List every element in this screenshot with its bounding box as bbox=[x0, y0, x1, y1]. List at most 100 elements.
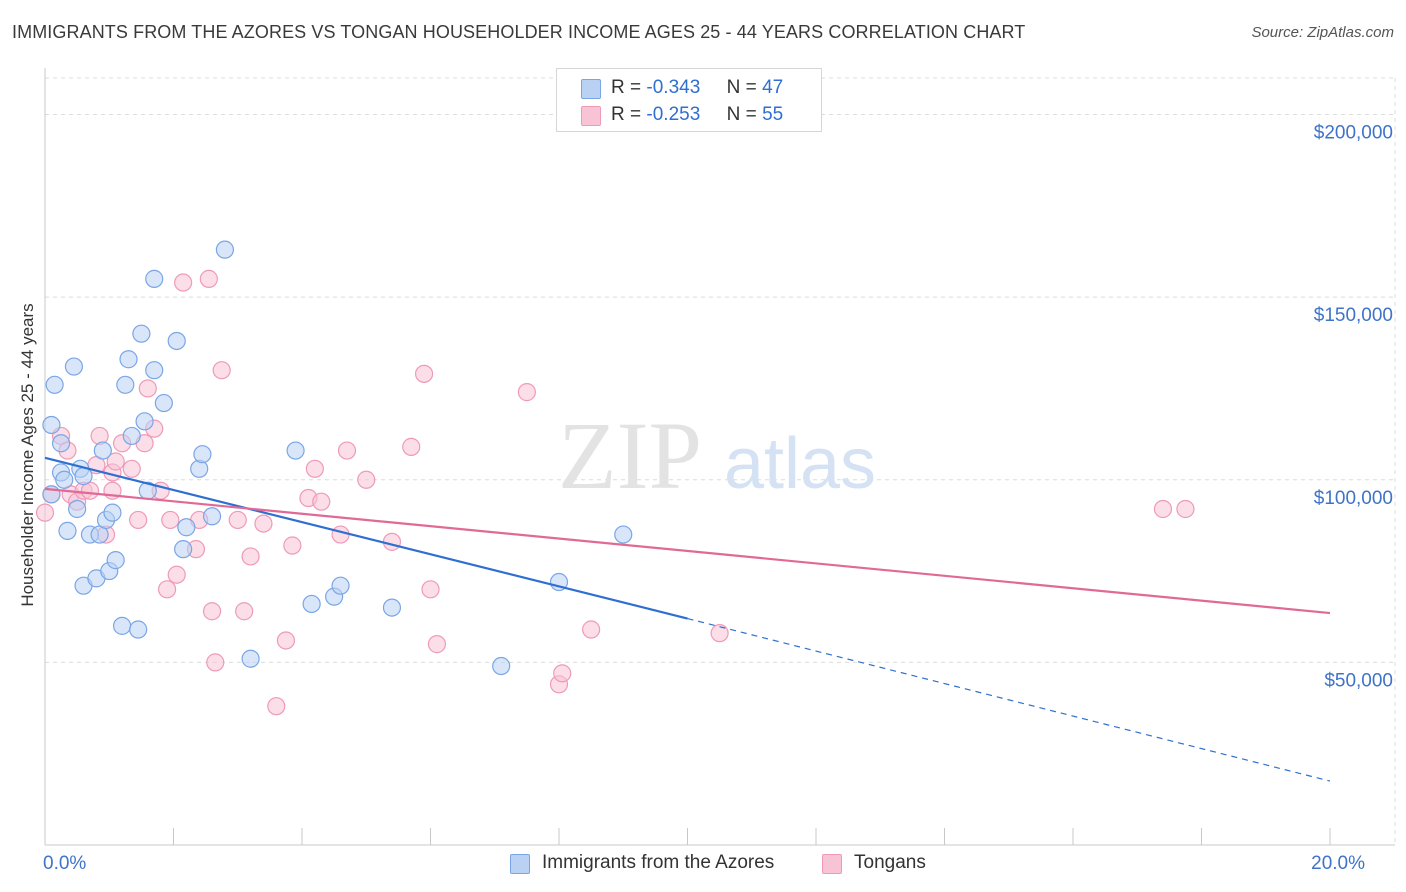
azores-point bbox=[286, 441, 305, 460]
azores-point bbox=[58, 521, 77, 540]
r-label: R = bbox=[611, 77, 642, 98]
tongans-point bbox=[582, 620, 601, 639]
azores-swatch bbox=[581, 79, 601, 99]
azores-point bbox=[135, 412, 154, 431]
watermark: ZIP atlas bbox=[558, 402, 876, 509]
stats-legend-box: R = -0.343 N = 47 R = -0.253 N = 55 bbox=[556, 68, 822, 132]
n-value: 47 bbox=[762, 77, 784, 98]
y-tick-label: $200,000 bbox=[1314, 123, 1393, 144]
azores-point bbox=[382, 598, 402, 617]
azores-point bbox=[145, 361, 164, 380]
azores-point bbox=[331, 576, 350, 595]
azores-point bbox=[241, 649, 260, 668]
azores-point bbox=[64, 357, 84, 376]
azores-point bbox=[167, 331, 186, 351]
tongans-legend-swatch bbox=[822, 854, 842, 874]
azores-point bbox=[132, 324, 151, 343]
tongans-point bbox=[212, 361, 231, 380]
azores-point bbox=[193, 445, 212, 464]
azores-point bbox=[93, 441, 112, 460]
azores-point bbox=[103, 503, 122, 522]
tongans-point bbox=[254, 514, 273, 533]
azores-point bbox=[174, 540, 193, 559]
chart-title: IMMIGRANTS FROM THE AZORES VS TONGAN HOU… bbox=[12, 22, 1026, 42]
x-tick-label: 20.0% bbox=[1311, 853, 1365, 874]
tongans-point bbox=[129, 510, 148, 530]
tongans-point bbox=[174, 273, 193, 292]
n-value: 55 bbox=[762, 104, 784, 125]
tongans-point bbox=[517, 383, 536, 402]
tongans-point bbox=[161, 510, 180, 530]
chart-legend: Immigrants from the Azores Tongans bbox=[0, 852, 1406, 878]
azores-point bbox=[492, 656, 511, 676]
azores-points bbox=[42, 240, 633, 676]
azores-point bbox=[614, 525, 633, 544]
azores-point bbox=[202, 507, 222, 526]
tongans-point bbox=[228, 510, 247, 530]
azores-trend-line bbox=[44, 456, 688, 620]
azores-point bbox=[154, 393, 173, 413]
r-value: -0.253 bbox=[646, 104, 701, 125]
y-tick-label: $50,000 bbox=[1324, 670, 1393, 691]
tongans-point bbox=[241, 547, 260, 566]
azores-point bbox=[112, 616, 132, 635]
r-label: R = bbox=[611, 104, 642, 125]
tongans-point bbox=[138, 379, 157, 398]
tongans-point bbox=[35, 503, 55, 522]
tongans-point bbox=[276, 631, 296, 650]
tongans-point bbox=[331, 525, 350, 544]
tongans-point bbox=[122, 459, 141, 478]
azores-point bbox=[45, 375, 64, 394]
tongans-point bbox=[202, 602, 222, 621]
tongans-point bbox=[1176, 499, 1195, 519]
azores-point bbox=[51, 434, 71, 453]
azores-point bbox=[129, 620, 148, 639]
azores-point bbox=[68, 499, 87, 519]
watermark-atlas: atlas bbox=[724, 424, 876, 504]
azores-point bbox=[42, 415, 61, 435]
axes bbox=[44, 68, 1395, 846]
tongans-point bbox=[305, 459, 324, 478]
tick-labels: $50,000 $100,000 $150,000 $200,000 0.0% 20.0% bbox=[43, 123, 1393, 874]
azores-trend-extension bbox=[687, 617, 1331, 782]
tongans-point bbox=[427, 635, 447, 654]
tongans-point bbox=[157, 580, 177, 599]
stats-text: R = -0.253 N = 55 bbox=[611, 104, 783, 126]
azores-point bbox=[177, 518, 196, 537]
y-tick-label: $150,000 bbox=[1314, 305, 1393, 326]
trend-lines bbox=[44, 456, 1331, 782]
n-label: N = bbox=[726, 104, 757, 125]
tongans-point bbox=[357, 470, 376, 489]
tongans-point bbox=[235, 602, 254, 621]
tongans-point bbox=[267, 697, 286, 716]
tongans-point bbox=[421, 580, 440, 599]
x-tick-label: 0.0% bbox=[43, 853, 86, 874]
azores-point bbox=[215, 240, 234, 259]
tongans-point bbox=[337, 441, 357, 460]
tongans-swatch bbox=[581, 106, 601, 126]
source-label: Source: ZipAtlas.com bbox=[1251, 24, 1394, 41]
y-tick-label: $100,000 bbox=[1314, 488, 1393, 509]
tongans-point bbox=[1153, 499, 1173, 519]
n-label: N = bbox=[726, 77, 757, 98]
tongans-point bbox=[382, 532, 402, 551]
azores-point bbox=[302, 594, 321, 614]
tongans-point bbox=[106, 452, 125, 471]
tongans-point bbox=[553, 664, 572, 683]
tongans-point bbox=[414, 364, 434, 383]
tongans-point bbox=[199, 269, 218, 288]
tongans-point bbox=[402, 437, 421, 456]
tongans-point bbox=[710, 624, 729, 643]
tongans-point bbox=[167, 565, 186, 584]
azores-point bbox=[116, 375, 135, 394]
azores-point bbox=[145, 269, 164, 288]
azores-point bbox=[55, 470, 74, 489]
tongans-trend-line bbox=[44, 487, 1331, 615]
gridlines bbox=[45, 77, 1396, 845]
legend-label: Tongans bbox=[854, 852, 926, 873]
tongans-point bbox=[283, 536, 302, 555]
azores-legend-swatch bbox=[510, 854, 530, 874]
azores-point bbox=[122, 426, 141, 446]
legend-label: Immigrants from the Azores bbox=[542, 852, 775, 873]
